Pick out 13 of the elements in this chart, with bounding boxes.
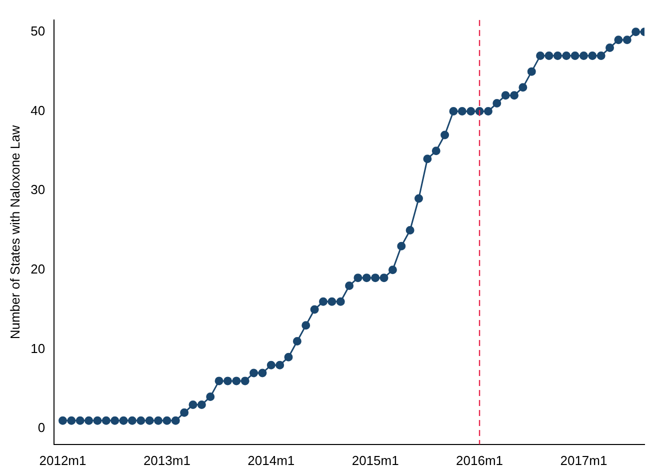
x-tick-label: 2016m1: [456, 452, 504, 468]
x-tick-label: 2014m1: [248, 452, 295, 468]
y-tick-label: 10: [30, 340, 46, 356]
x-tick-label: 2012m1: [39, 452, 86, 468]
y-tick-label: 50: [30, 23, 46, 38]
y-tick-label: 0: [38, 420, 46, 436]
x-tick-label: 2015m1: [352, 452, 399, 468]
x-tick-label: 2013m1: [143, 452, 190, 468]
y-axis-title: Number of States with Naloxone Law: [7, 124, 22, 340]
y-tick-label: 20: [30, 261, 46, 276]
y-tick-label: 30: [30, 182, 46, 198]
y-tick-label: 40: [30, 102, 46, 118]
x-tick-label: 2017m1: [560, 452, 608, 468]
